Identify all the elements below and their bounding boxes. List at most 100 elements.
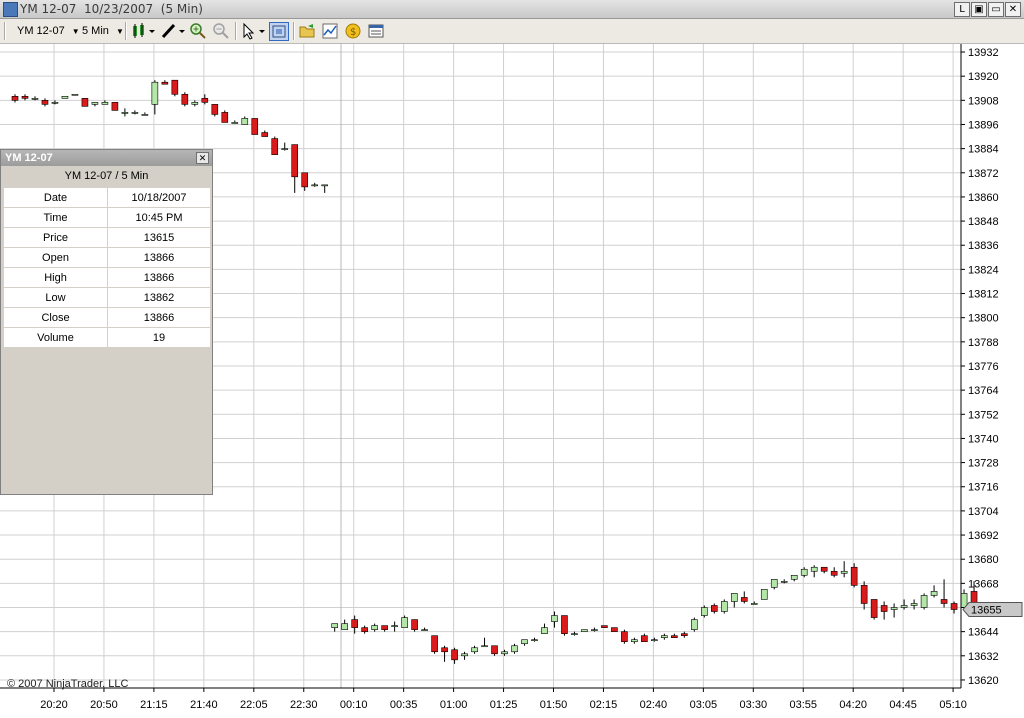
- toolbar-separator: [235, 22, 237, 40]
- toolbar-grip: [4, 22, 6, 40]
- candle-body: [890, 607, 898, 610]
- data-box-icon[interactable]: [367, 22, 385, 40]
- candle-body: [11, 96, 19, 101]
- candle-body: [201, 98, 209, 103]
- candle-body: [521, 639, 528, 645]
- y-tick-label: 13764: [968, 385, 999, 397]
- y-tick-label: 13896: [968, 119, 999, 131]
- candle-body: [701, 607, 708, 616]
- coin-glyph: $: [345, 23, 361, 39]
- candle-body: [41, 100, 49, 105]
- zoom-in-glyph: [190, 23, 206, 39]
- candle-body: [291, 144, 299, 178]
- pencil-glyph: [161, 23, 185, 39]
- indicators-icon[interactable]: [321, 22, 339, 40]
- price-axis: 13932 13920 13908 13896 13884 13872 13860 13848…: [960, 44, 1023, 688]
- candle-body: [800, 568, 808, 576]
- chevron-down-icon: ▼: [115, 27, 124, 36]
- x-tick-label: 02:40: [640, 699, 668, 711]
- y-tick-label: 13932: [968, 47, 999, 59]
- candle-body: [91, 102, 99, 105]
- data-box-titlebar[interactable]: YM 12-07 ✕: [1, 150, 212, 166]
- table-row: Low 13862: [3, 287, 211, 308]
- y-tick-label: 13884: [968, 144, 999, 156]
- price-chart[interactable]: 13932 13920 13908 13896 13884 13872 13860 13848…: [0, 44, 1024, 718]
- time-axis: 20:20 20:50 21:15 21:40 22:05 22:30 00:10 00:35…: [0, 687, 967, 711]
- row-value: 19: [107, 327, 211, 348]
- restore-button[interactable]: ▣: [971, 2, 987, 17]
- data-box-window[interactable]: YM 12-07 ✕ YM 12-07 / 5 Min Date 10/18/20…: [0, 149, 213, 495]
- candle-body: [101, 102, 109, 105]
- x-tick-label: 03:05: [690, 699, 718, 711]
- pencil-icon[interactable]: [160, 22, 186, 40]
- candle-body: [651, 639, 658, 641]
- row-label: Close: [3, 307, 108, 328]
- toolbar-separator: [125, 22, 127, 40]
- candle-body: [611, 627, 618, 632]
- maximize-button[interactable]: ▭: [988, 2, 1004, 17]
- candle-body: [850, 566, 858, 586]
- y-tick-label: 13776: [968, 361, 999, 373]
- x-tick-label: 03:55: [789, 699, 817, 711]
- copyright-text: © 2007 NinjaTrader, LLC: [7, 678, 129, 690]
- row-value: 10:45 PM: [107, 207, 211, 228]
- candle-body: [730, 593, 738, 602]
- open-folder-icon[interactable]: [298, 22, 316, 40]
- interval-label: 5 Min: [82, 25, 109, 37]
- candle-body: [750, 603, 758, 605]
- candlestick-glyph: [133, 23, 155, 38]
- chart-toolbar: YM 12-07 ▼ 5 Min ▼ $: [0, 19, 1024, 44]
- row-value: 13862: [107, 287, 211, 308]
- row-label: Price: [3, 227, 108, 248]
- candle-body: [641, 635, 648, 643]
- candle-body: [301, 172, 309, 188]
- pointer-icon[interactable]: [240, 22, 266, 40]
- crosshair-icon[interactable]: [269, 22, 289, 41]
- zoom-out-icon[interactable]: [212, 22, 230, 40]
- y-tick-label: 13644: [968, 627, 999, 639]
- candle-body: [401, 617, 408, 628]
- row-label: Open: [3, 247, 108, 268]
- candle-body: [321, 184, 328, 187]
- candle-body: [710, 605, 718, 612]
- candle-body: [571, 633, 578, 635]
- y-tick-label: 13632: [968, 651, 999, 663]
- candle-body: [421, 629, 428, 631]
- y-tick-label: 13620: [968, 675, 999, 687]
- y-tick-label: 13860: [968, 192, 999, 204]
- strategy-coin-icon[interactable]: $: [344, 22, 362, 40]
- instrument-selector[interactable]: YM 12-07 ▼: [17, 23, 80, 39]
- x-tick-label: 20:50: [90, 699, 118, 711]
- candlestick-icon[interactable]: [130, 22, 156, 40]
- candle-body: [231, 122, 239, 124]
- candle-body: [21, 96, 29, 99]
- minimize-button[interactable]: L: [954, 2, 970, 17]
- y-tick-label: 13692: [968, 530, 999, 542]
- y-tick-label: 13716: [968, 482, 999, 494]
- candle-body: [131, 112, 139, 114]
- zoom-out-glyph: [213, 23, 229, 39]
- candle-body: [621, 631, 628, 643]
- table-row: Time 10:45 PM: [3, 207, 211, 228]
- row-value: 10/18/2007: [107, 187, 211, 208]
- x-tick-label: 04:20: [839, 699, 867, 711]
- row-label: High: [3, 267, 108, 288]
- row-value: 13866: [107, 247, 211, 268]
- candle-body: [341, 623, 348, 630]
- close-button[interactable]: ✕: [1005, 2, 1021, 17]
- candle-body: [511, 645, 518, 653]
- svg-text:$: $: [350, 27, 356, 38]
- data-box-close-button[interactable]: ✕: [196, 152, 209, 164]
- chart-grid: [0, 44, 961, 688]
- y-tick-label: 13908: [968, 95, 999, 107]
- x-tick-label: 00:35: [390, 699, 418, 711]
- zoom-in-icon[interactable]: [189, 22, 207, 40]
- candle-body: [461, 653, 468, 657]
- candle-body: [271, 138, 279, 155]
- table-row: Open 13866: [3, 247, 211, 268]
- y-tick-label: 13680: [968, 554, 999, 566]
- row-value: 13866: [107, 307, 211, 328]
- interval-selector[interactable]: 5 Min ▼: [82, 23, 124, 39]
- candle-body: [111, 102, 119, 111]
- table-row: Price 13615: [3, 227, 211, 248]
